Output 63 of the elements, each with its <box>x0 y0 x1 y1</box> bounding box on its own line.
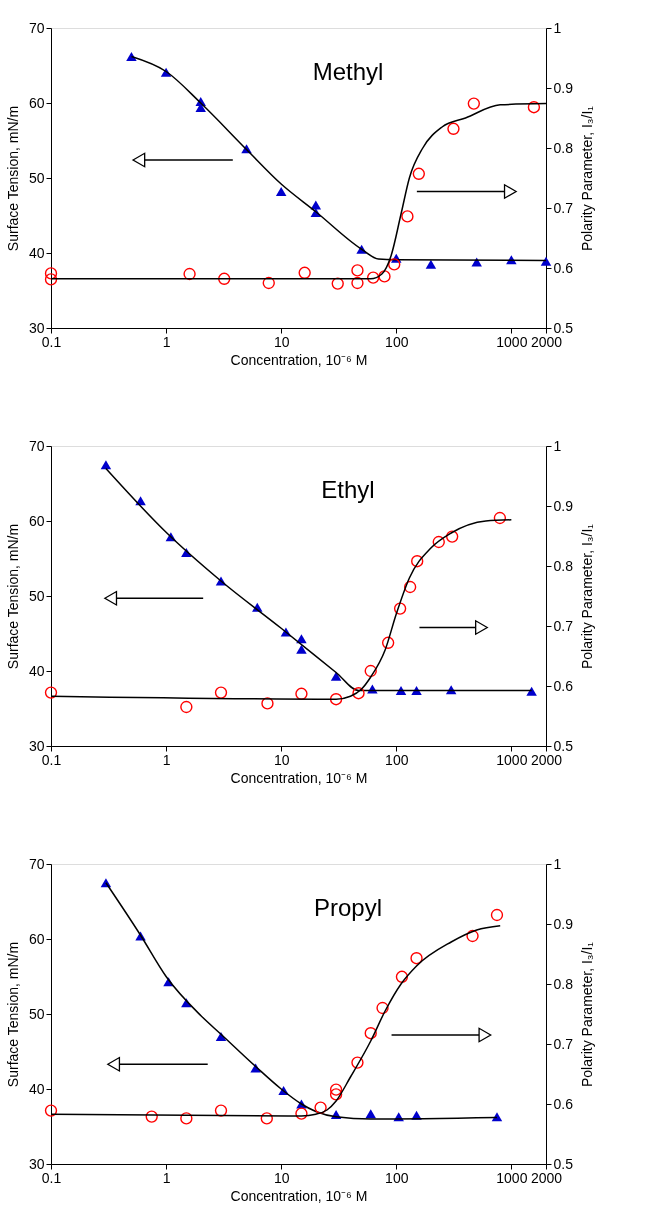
x-tick-label: 100 <box>385 751 409 768</box>
x-tick-label: 100 <box>385 1169 409 1186</box>
x-tick-label: 10 <box>273 751 290 768</box>
x-tick-label: 1000 <box>496 1169 528 1186</box>
y-tick-label: 40 <box>28 662 45 679</box>
x-tick-label: 0.1 <box>41 333 62 350</box>
x-axis-title: Concentration, 10⁻⁶ M <box>230 351 368 368</box>
y2-tick-label: 0.7 <box>553 199 574 216</box>
y2-tick-label: 0.8 <box>553 139 574 156</box>
y-tick-label: 60 <box>28 94 45 111</box>
y2-tick-label: 0.6 <box>553 1095 574 1112</box>
y2-tick-label: 0.6 <box>553 259 574 276</box>
x-tick-label: 10 <box>273 1169 290 1186</box>
x-axis-title: Concentration, 10⁻⁶ M <box>230 1187 368 1204</box>
y2-tick-label: 0.8 <box>553 557 574 574</box>
x-tick-label: 1 <box>162 1169 171 1186</box>
y2-tick-label: 0.9 <box>553 79 574 96</box>
x-axis-title: Concentration, 10⁻⁶ M <box>230 769 368 786</box>
y2-axis-title: Polarity Parameter, I₃/I₁ <box>578 105 595 252</box>
y-axis-title: Surface Tension, mN/m <box>4 523 21 670</box>
y-axis-title: Surface Tension, mN/m <box>4 105 21 252</box>
y2-tick-label: 0.5 <box>553 1155 574 1172</box>
y2-tick-label: 0.6 <box>553 677 574 694</box>
x-tick-label: 100 <box>385 333 409 350</box>
text: Propyl <box>313 894 383 921</box>
x-tick-label: 10 <box>273 333 290 350</box>
x-tick-label: 0.1 <box>41 1169 62 1186</box>
y-axis-title: Surface Tension, mN/m <box>4 941 21 1088</box>
y2-tick-label: 0.8 <box>553 975 574 992</box>
y2-tick-label: 0.5 <box>553 319 574 336</box>
y-tick-label: 70 <box>28 855 45 872</box>
y-tick-label: 30 <box>28 319 45 336</box>
text: Ethyl <box>321 476 375 503</box>
x-tick-label: 2000 <box>530 751 563 768</box>
text: Methyl <box>312 58 384 85</box>
y2-tick-label: 0.7 <box>553 1035 574 1052</box>
y-tick-label: 60 <box>28 512 45 529</box>
y2-tick-label: 0.5 <box>553 737 574 754</box>
x-tick-label: 2000 <box>530 1169 563 1186</box>
y-tick-label: 50 <box>28 1005 45 1022</box>
y2-tick-label: 0.9 <box>553 497 574 514</box>
y-tick-label: 70 <box>28 437 45 454</box>
y-tick-label: 30 <box>28 1155 45 1172</box>
y-tick-label: 30 <box>28 737 45 754</box>
y2-tick-label: 1 <box>553 19 562 36</box>
x-tick-label: 1 <box>162 751 171 768</box>
y2-axis-title: Polarity Parameter, I₃/I₁ <box>578 941 595 1088</box>
y-tick-label: 60 <box>28 930 45 947</box>
y-tick-label: 70 <box>28 19 45 36</box>
y2-axis-title: Polarity Parameter, I₃/I₁ <box>578 523 595 670</box>
y-tick-label: 50 <box>28 587 45 604</box>
x-tick-label: 2000 <box>530 333 563 350</box>
x-tick-label: 1000 <box>496 333 528 350</box>
x-tick-label: 1 <box>162 333 171 350</box>
y-tick-label: 40 <box>28 244 45 261</box>
y2-tick-label: 0.9 <box>553 915 574 932</box>
y-tick-label: 50 <box>28 169 45 186</box>
y2-tick-label: 1 <box>553 855 562 872</box>
y-tick-label: 40 <box>28 1080 45 1097</box>
y2-tick-label: 0.7 <box>553 617 574 634</box>
x-tick-label: 1000 <box>496 751 528 768</box>
y2-tick-label: 1 <box>553 437 562 454</box>
x-tick-label: 0.1 <box>41 751 62 768</box>
